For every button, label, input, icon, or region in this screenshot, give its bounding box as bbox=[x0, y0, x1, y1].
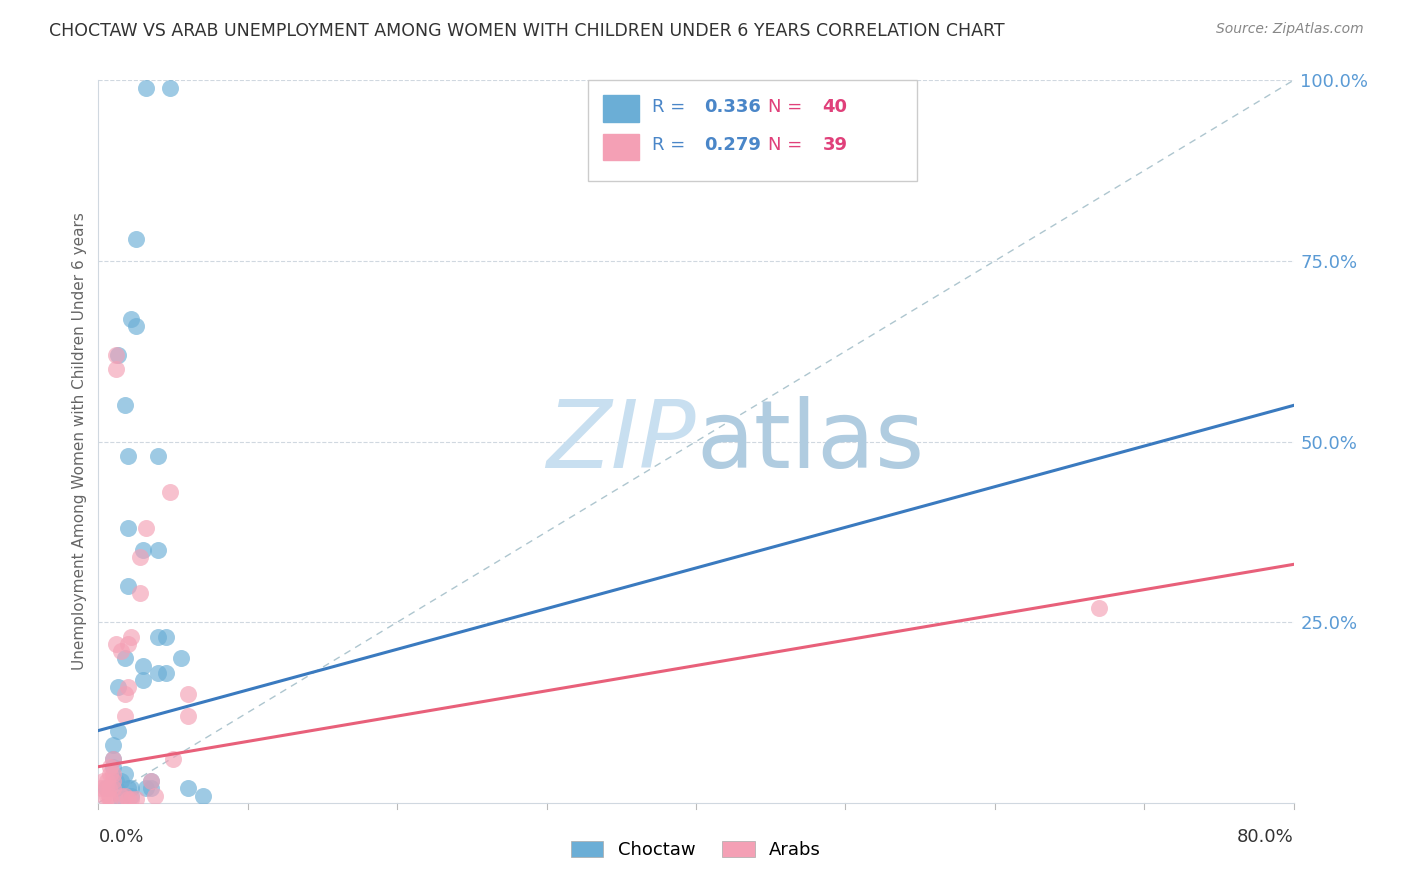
Point bbox=[120, 792, 142, 806]
Point bbox=[103, 767, 125, 781]
Point bbox=[98, 767, 122, 781]
Y-axis label: Unemployment Among Women with Children Under 6 years: Unemployment Among Women with Children U… bbox=[72, 212, 87, 671]
Point bbox=[98, 760, 122, 774]
Point bbox=[125, 318, 148, 333]
Point bbox=[107, 723, 129, 738]
Text: 40: 40 bbox=[823, 98, 848, 116]
Point bbox=[143, 789, 166, 803]
Point bbox=[120, 789, 142, 803]
Point bbox=[139, 774, 162, 789]
Text: ZIP: ZIP bbox=[547, 396, 696, 487]
Point bbox=[97, 781, 120, 796]
Text: R =: R = bbox=[652, 136, 690, 154]
Point bbox=[103, 752, 125, 766]
Point bbox=[103, 738, 125, 752]
Point bbox=[139, 774, 162, 789]
Point bbox=[110, 792, 132, 806]
Point bbox=[105, 781, 128, 796]
Point bbox=[117, 579, 139, 593]
Text: 39: 39 bbox=[823, 136, 848, 154]
Point bbox=[132, 542, 155, 557]
Point bbox=[110, 774, 132, 789]
Point bbox=[96, 789, 118, 803]
Point bbox=[135, 80, 157, 95]
Text: N =: N = bbox=[768, 98, 807, 116]
Point bbox=[177, 709, 200, 723]
Point bbox=[155, 630, 177, 644]
Point bbox=[105, 362, 128, 376]
Point bbox=[177, 687, 200, 701]
Point bbox=[129, 586, 152, 600]
Point bbox=[94, 781, 117, 796]
Point bbox=[103, 774, 125, 789]
Point bbox=[125, 792, 148, 806]
Point bbox=[159, 80, 181, 95]
Point bbox=[117, 521, 139, 535]
Point bbox=[148, 542, 170, 557]
Text: 80.0%: 80.0% bbox=[1237, 828, 1294, 847]
Point bbox=[103, 752, 125, 766]
Point bbox=[117, 680, 139, 694]
Point bbox=[105, 774, 128, 789]
Point bbox=[159, 485, 181, 500]
Text: 0.279: 0.279 bbox=[704, 136, 761, 154]
Point bbox=[96, 774, 118, 789]
Point bbox=[93, 789, 115, 803]
Text: Source: ZipAtlas.com: Source: ZipAtlas.com bbox=[1216, 22, 1364, 37]
Point bbox=[91, 774, 114, 789]
Point bbox=[148, 665, 170, 680]
Point bbox=[110, 789, 132, 803]
Legend: Choctaw, Arabs: Choctaw, Arabs bbox=[564, 833, 828, 866]
Point bbox=[132, 673, 155, 687]
Point bbox=[105, 637, 128, 651]
Point bbox=[110, 644, 132, 658]
Point bbox=[135, 521, 157, 535]
Point bbox=[135, 781, 157, 796]
Point bbox=[120, 311, 142, 326]
Point bbox=[177, 781, 200, 796]
Point bbox=[117, 781, 139, 796]
Point bbox=[107, 348, 129, 362]
Point bbox=[1088, 600, 1111, 615]
Point bbox=[107, 680, 129, 694]
Point bbox=[169, 651, 191, 665]
Point bbox=[103, 781, 125, 796]
Point bbox=[132, 658, 155, 673]
Point bbox=[90, 781, 112, 796]
Point bbox=[114, 789, 136, 803]
FancyBboxPatch shape bbox=[603, 95, 638, 122]
Point bbox=[191, 789, 214, 803]
Text: 0.0%: 0.0% bbox=[98, 828, 143, 847]
Point bbox=[162, 752, 184, 766]
FancyBboxPatch shape bbox=[589, 80, 917, 181]
Point bbox=[114, 398, 136, 412]
Point bbox=[114, 651, 136, 665]
Point bbox=[103, 760, 125, 774]
Point bbox=[120, 781, 142, 796]
Text: CHOCTAW VS ARAB UNEMPLOYMENT AMONG WOMEN WITH CHILDREN UNDER 6 YEARS CORRELATION: CHOCTAW VS ARAB UNEMPLOYMENT AMONG WOMEN… bbox=[49, 22, 1005, 40]
Point bbox=[120, 630, 142, 644]
Point bbox=[155, 665, 177, 680]
Point bbox=[117, 637, 139, 651]
Point bbox=[97, 789, 120, 803]
Point bbox=[148, 449, 170, 463]
Text: atlas: atlas bbox=[696, 395, 924, 488]
Point bbox=[125, 232, 148, 246]
Point bbox=[129, 550, 152, 565]
FancyBboxPatch shape bbox=[603, 134, 638, 161]
Text: 0.336: 0.336 bbox=[704, 98, 761, 116]
Point bbox=[114, 709, 136, 723]
Point bbox=[98, 792, 122, 806]
Point bbox=[105, 348, 128, 362]
Point bbox=[117, 449, 139, 463]
Point bbox=[114, 767, 136, 781]
Text: N =: N = bbox=[768, 136, 807, 154]
Text: R =: R = bbox=[652, 98, 690, 116]
Point bbox=[114, 687, 136, 701]
Point bbox=[139, 781, 162, 796]
Point bbox=[94, 781, 117, 796]
Point bbox=[148, 630, 170, 644]
Point bbox=[117, 792, 139, 806]
